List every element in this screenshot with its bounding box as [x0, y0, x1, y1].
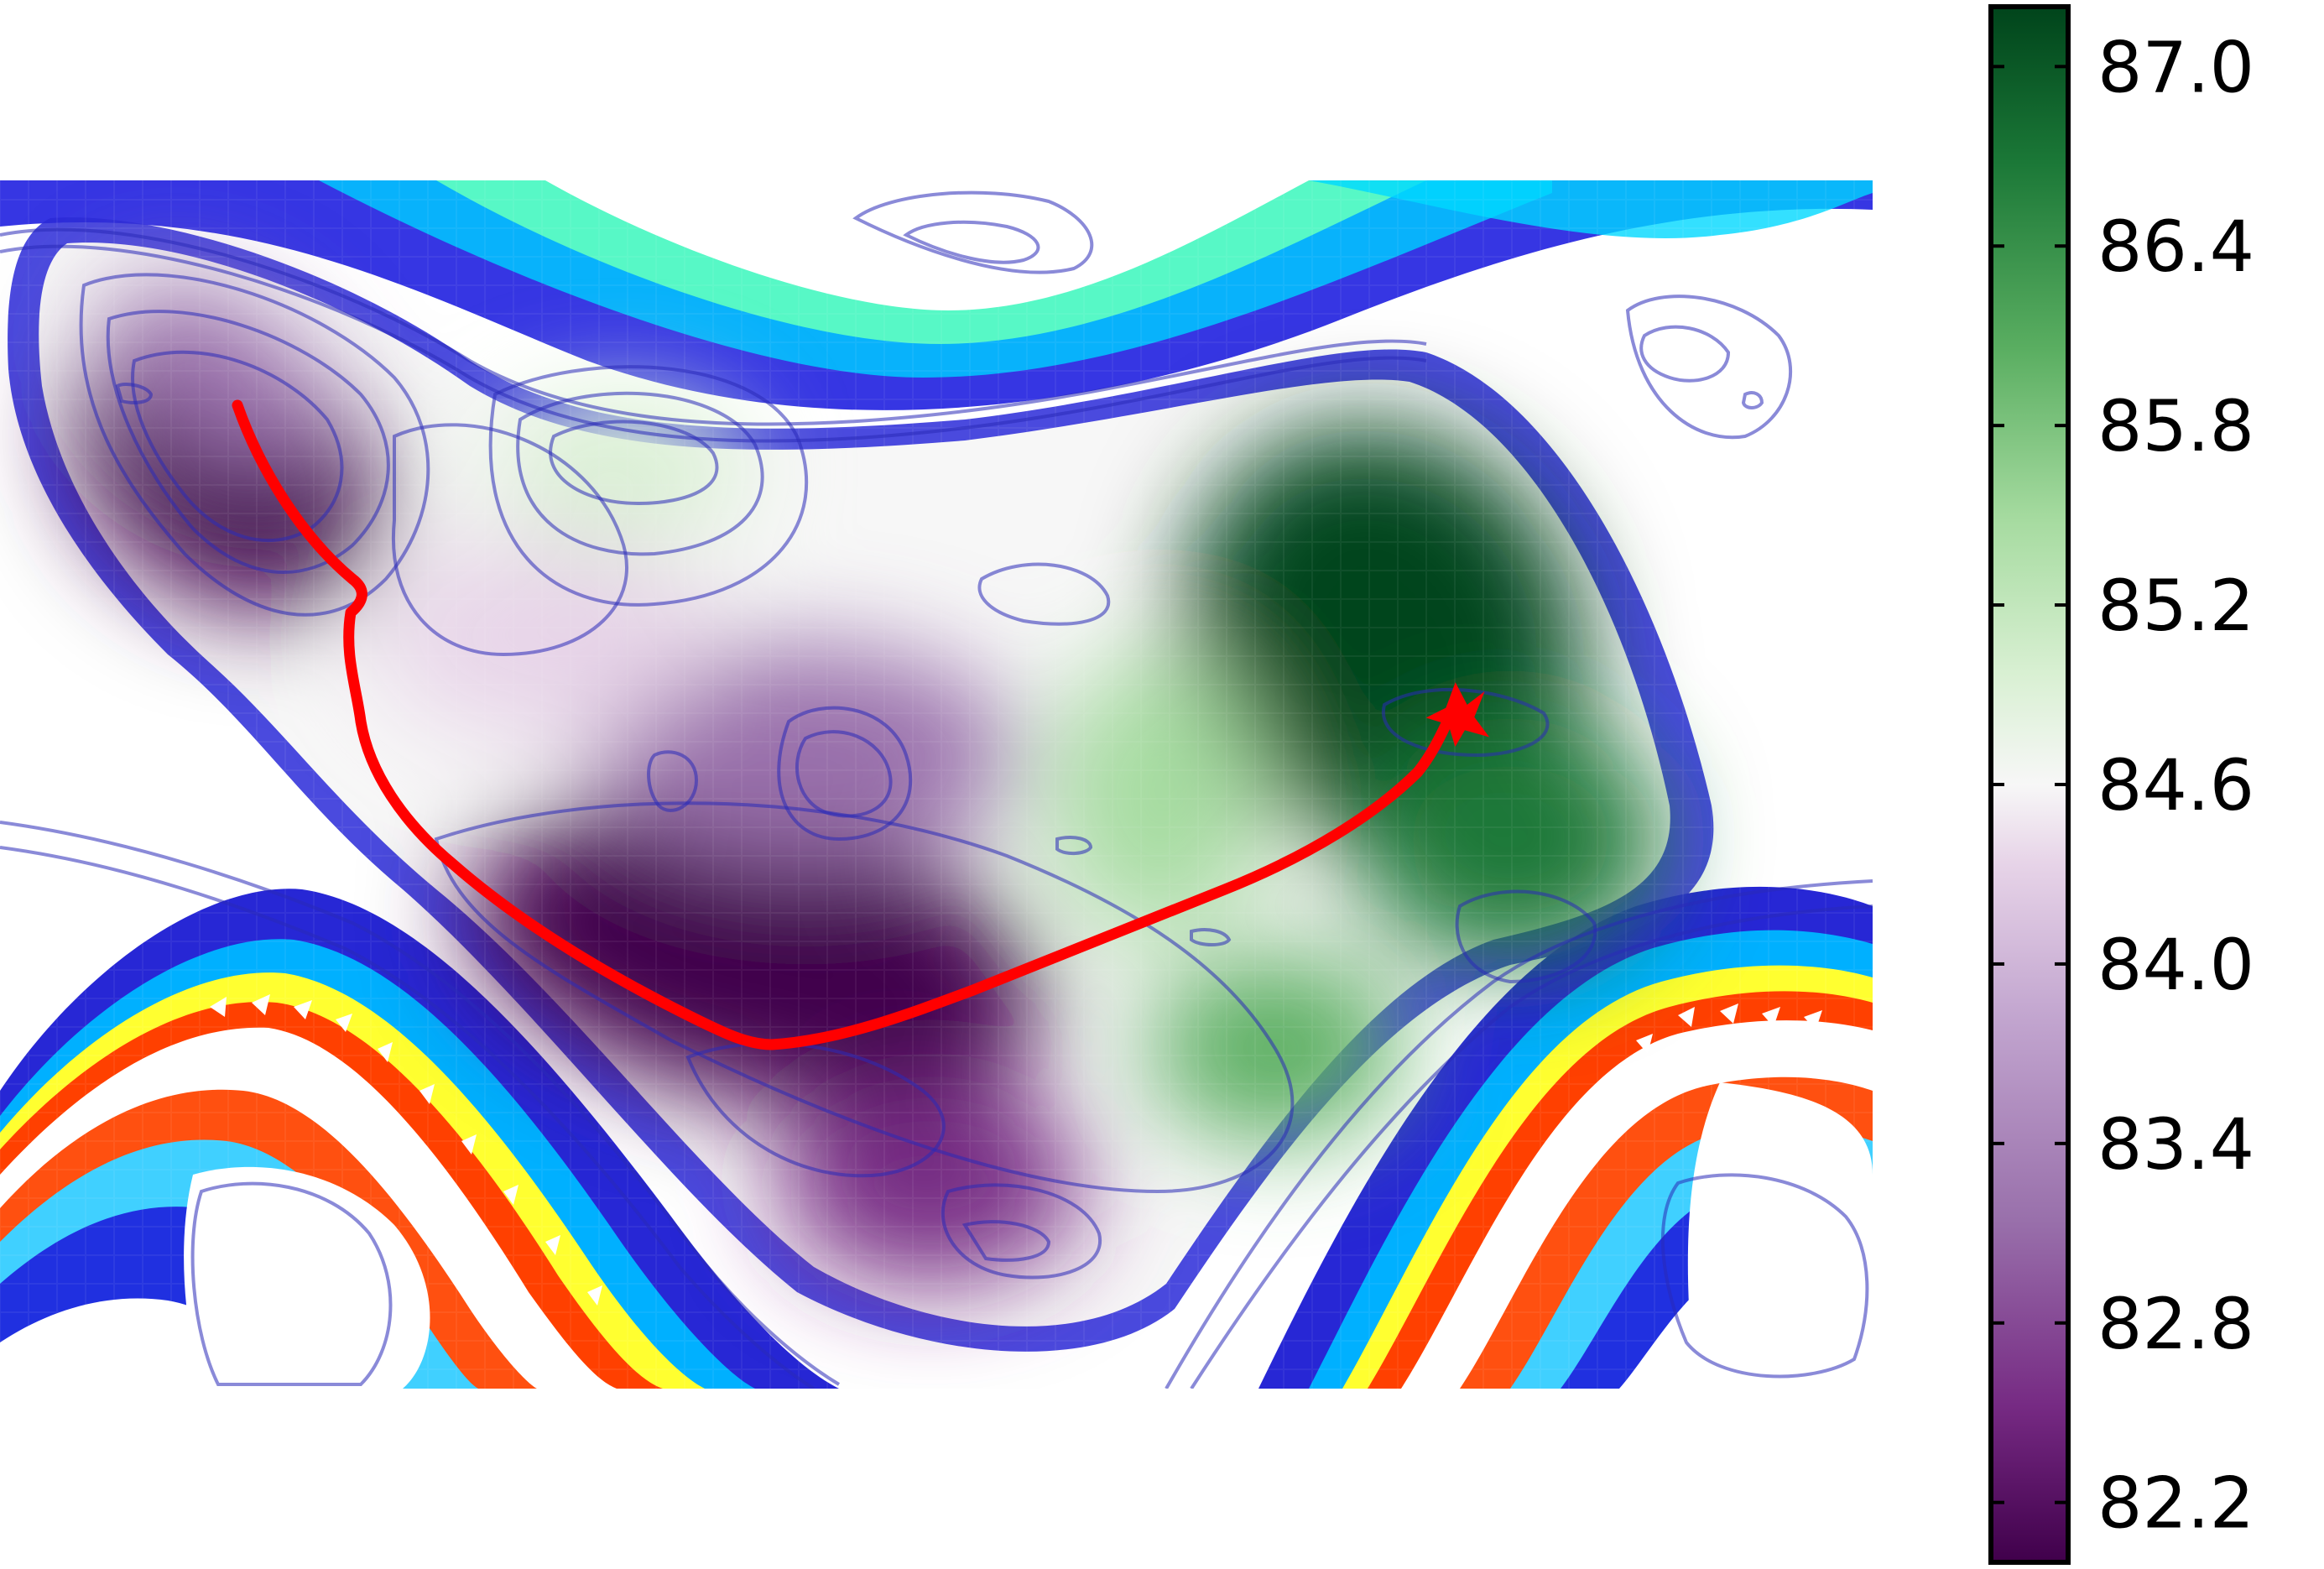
colorbar-tick-label: 85.2	[2097, 565, 2254, 647]
wall-sawtooth-marks	[210, 994, 1822, 1339]
colorbar-ticks: 82.2 82.8 83.4 84.0 84.6 85.2 85.8 86.4 87.0	[1991, 26, 2254, 1545]
colorbar-tick-label: 82.2	[2097, 1462, 2254, 1545]
colorbar: 82.2 82.8 83.4 84.0 84.6 85.2 85.8 86.4 87.0	[1988, 4, 2254, 1565]
colorbar-tick-label: 86.4	[2097, 206, 2254, 288]
surface-plot	[0, 180, 1873, 1389]
colorbar-tick-label: 83.4	[2097, 1103, 2254, 1186]
minimum-energy-path	[232, 399, 1490, 1050]
colorbar-tick-label: 84.6	[2097, 744, 2254, 826]
colorbar-tick-label: 85.8	[2097, 385, 2254, 467]
end-star-marker	[1425, 682, 1490, 747]
heatmap-basin	[0, 180, 1873, 1389]
colorbar-tick-label: 84.0	[2097, 924, 2254, 1006]
colorbar-tick-label: 82.8	[2097, 1283, 2254, 1365]
colorbar-tick-label: 87.0	[2097, 26, 2254, 108]
white-pockets	[0, 256, 1873, 1389]
